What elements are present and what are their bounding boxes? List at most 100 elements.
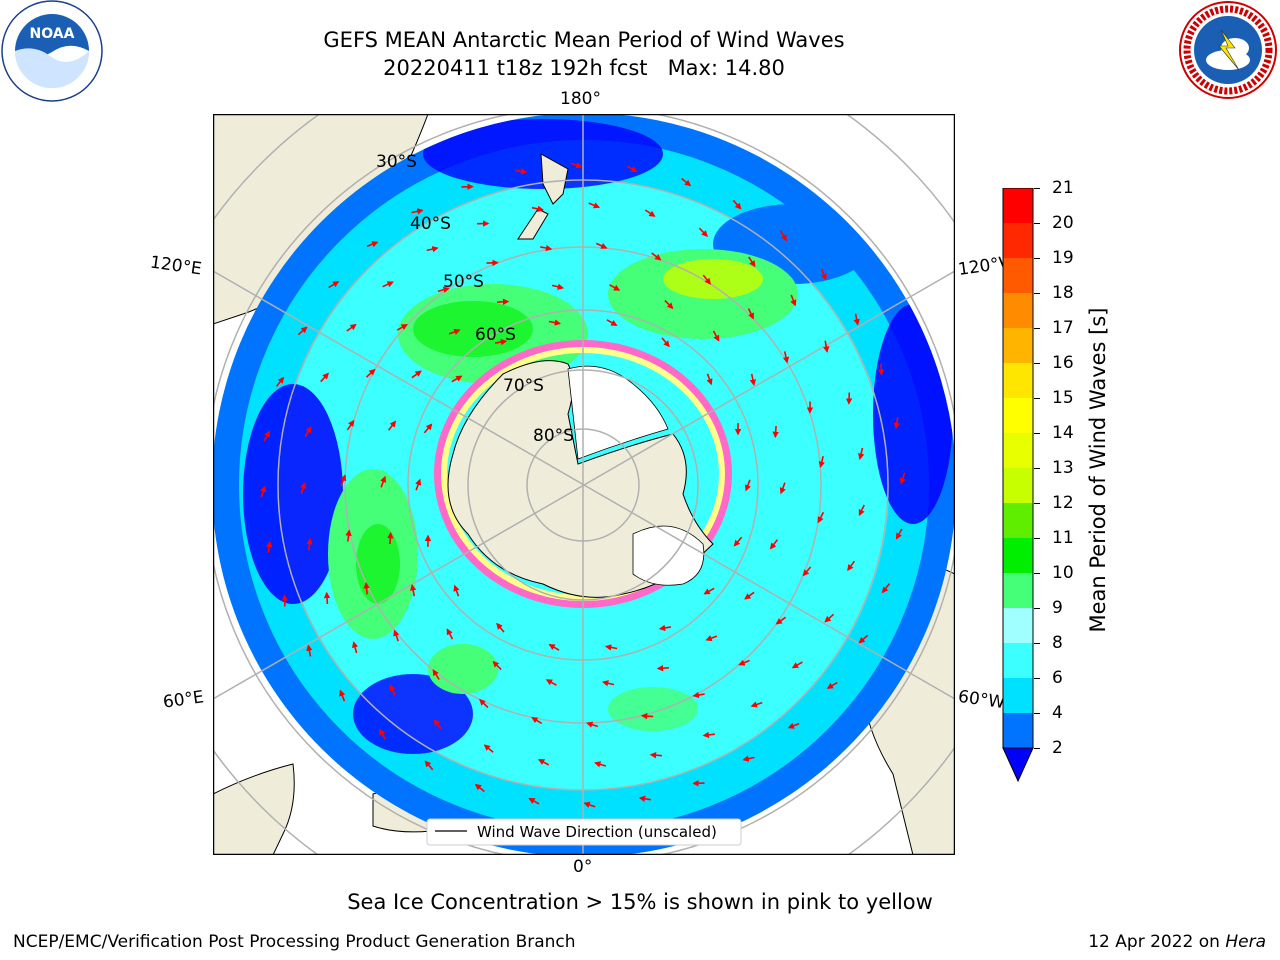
- colorbar-tick-label: 11: [1052, 528, 1074, 548]
- colorbar-outline: [1002, 188, 1034, 749]
- wind-wave-arrow: [479, 698, 489, 709]
- colorbar-tick-mark: [1034, 748, 1040, 749]
- colorbar-segment: [1003, 503, 1033, 538]
- africa-land: [213, 763, 295, 855]
- wind-wave-arrow: [551, 283, 565, 290]
- lon-label-0: 0°: [573, 857, 593, 877]
- colorbar-tick-mark: [1034, 293, 1040, 294]
- colorbar-segment: [1003, 573, 1033, 608]
- wind-wave-arrow: [644, 209, 656, 217]
- wind-wave-arrow: [893, 417, 900, 430]
- colorbar-tick-mark: [1034, 678, 1040, 679]
- colorbar-tick-label: 12: [1052, 493, 1074, 513]
- wind-wave-arrow: [748, 256, 756, 268]
- wind-wave-arrow: [387, 420, 397, 431]
- colorbar-segment: [1003, 293, 1033, 328]
- wind-wave-arrow: [857, 447, 865, 460]
- legend-label: Wind Wave Direction (unscaled): [477, 823, 717, 841]
- wind-wave-arrow: [881, 583, 891, 594]
- colorbar-tick-mark: [1034, 188, 1040, 189]
- colorbar-segment: [1003, 608, 1033, 643]
- wind-wave-arrow: [817, 511, 825, 524]
- colorbar-tick-mark: [1034, 713, 1040, 714]
- wind-wave-arrow: [651, 252, 662, 261]
- wind-wave-arrows: [260, 162, 906, 808]
- wind-wave-arrow: [531, 205, 544, 212]
- wind-wave-arrow: [426, 245, 439, 253]
- wind-wave-arrow: [775, 616, 787, 625]
- wind-wave-arrow: [346, 323, 357, 332]
- wind-wave-arrow: [609, 284, 621, 291]
- wind-wave-arrow: [738, 659, 750, 666]
- colorbar-segment: [1003, 223, 1033, 258]
- wind-wave-arrow: [345, 529, 352, 542]
- wind-wave-arrow: [698, 227, 708, 238]
- wind-wave-arrow: [606, 319, 618, 326]
- lat-label-70s: 70°S: [503, 376, 544, 396]
- wind-wave-arrow: [396, 324, 408, 331]
- wind-wave-arrow: [297, 326, 308, 336]
- wind-wave-arrow: [275, 376, 285, 387]
- colorbar-tick-label: 13: [1052, 458, 1074, 478]
- polar-map: 30°S 40°S 50°S 60°S 70°S 80°S Wind Wave …: [213, 114, 955, 855]
- wind-wave-arrow: [433, 719, 442, 730]
- wind-wave-arrow: [782, 351, 790, 364]
- colorbar-extend-triangle: [1002, 747, 1034, 783]
- wind-wave-arrow: [595, 242, 608, 249]
- producer-footer: NCEP/EMC/Verification Post Processing Pr…: [13, 932, 576, 952]
- wind-wave-arrow: [732, 199, 742, 210]
- colorbar-label: Mean Period of Wind Waves [s]: [1086, 307, 1110, 633]
- lon-label-180: 180°: [560, 89, 601, 109]
- lat-label-40s: 40°S: [410, 214, 451, 234]
- map-legend: Wind Wave Direction (unscaled): [426, 818, 742, 846]
- wind-wave-arrow: [790, 294, 797, 307]
- colorbar-tick-mark: [1034, 468, 1040, 469]
- wind-wave-arrow: [649, 751, 662, 759]
- wind-wave-arrow: [692, 691, 705, 699]
- nws-logo: [1179, 1, 1277, 99]
- lat-label-30s: 30°S: [376, 152, 417, 172]
- meridian-lines: [213, 114, 955, 855]
- ross-ice-shelf: [567, 365, 669, 460]
- wind-wave-arrow: [346, 419, 355, 431]
- colorbar-tick-mark: [1034, 643, 1040, 644]
- colorbar-tick-label: 10: [1052, 563, 1074, 583]
- wind-wave-arrow: [853, 313, 860, 326]
- lon-label-120e: 120°E: [148, 252, 203, 280]
- wind-wave-arrow: [323, 591, 331, 605]
- colorbar: [1002, 188, 1034, 783]
- wind-wave-arrow: [411, 370, 422, 379]
- wind-wave-arrow: [300, 481, 307, 494]
- wind-wave-arrow: [658, 624, 672, 632]
- wind-wave-arrow: [858, 504, 865, 517]
- wind-wave-arrow: [528, 797, 540, 805]
- wind-wave-arrow: [772, 425, 779, 439]
- lat-label-60s: 60°S: [475, 325, 516, 345]
- wind-wave-arrow: [744, 479, 751, 492]
- wind-wave-arrow: [328, 281, 340, 289]
- wind-wave-arrow: [382, 281, 394, 288]
- wind-wave-arrow: [594, 761, 607, 768]
- wind-wave-arrow: [818, 456, 825, 469]
- wind-wave-arrow: [847, 560, 856, 572]
- colorbar-tick-mark: [1034, 538, 1040, 539]
- colorbar-tick-mark: [1034, 433, 1040, 434]
- colorbar-tick-label: 14: [1052, 423, 1074, 443]
- wind-wave-arrow: [702, 274, 712, 285]
- wind-wave-arrow: [363, 582, 370, 595]
- wind-wave-arrow: [640, 712, 654, 720]
- colorbar-segment: [1003, 258, 1033, 293]
- colorbar-segment: [1003, 328, 1033, 363]
- wind-wave-arrow: [545, 679, 557, 686]
- wind-wave-arrow: [626, 165, 638, 173]
- chart-title: GEFS MEAN Antarctic Mean Period of Wind …: [323, 28, 845, 52]
- colorbar-tick-label: 9: [1052, 598, 1063, 618]
- chart-subtitle: 20220411 t18z 192h fcst Max: 14.80: [383, 56, 785, 80]
- wind-wave-arrow: [432, 669, 440, 680]
- lat-label-50s: 50°S: [443, 272, 484, 292]
- wind-wave-arrow: [494, 338, 508, 346]
- wind-wave-arrow: [664, 299, 674, 310]
- noaa-logo: NOAA: [1, 0, 103, 102]
- wind-wave-arrow: [820, 268, 827, 281]
- colorbar-tick-label: 2: [1052, 738, 1063, 758]
